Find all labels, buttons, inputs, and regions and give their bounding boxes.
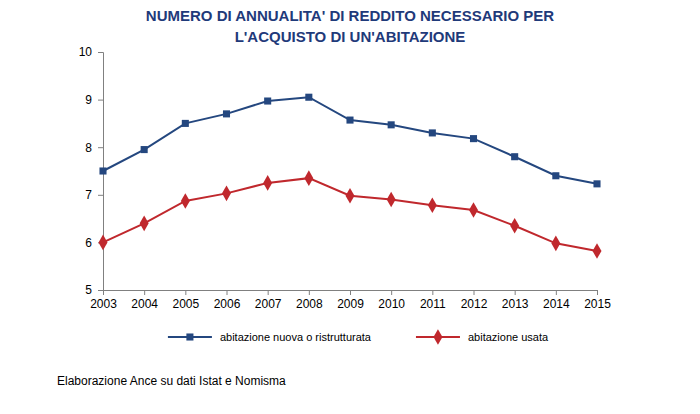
legend-key-marker bbox=[186, 333, 193, 340]
x-tick-mark bbox=[309, 290, 310, 295]
x-tick-mark bbox=[268, 290, 269, 295]
x-tick-label: 2011 bbox=[420, 297, 446, 311]
title: NUMERO DI ANNUALITA' DI REDDITO NECESSAR… bbox=[146, 7, 554, 24]
series-marker bbox=[428, 197, 437, 213]
series-marker bbox=[510, 218, 519, 234]
x-tick-mark bbox=[103, 290, 104, 295]
x-tick-mark bbox=[144, 290, 145, 295]
x-tick-label: 2003 bbox=[90, 297, 117, 311]
y-tick-label: 5 bbox=[85, 283, 92, 297]
x-tick-mark bbox=[556, 290, 557, 295]
x-tick-mark bbox=[515, 290, 516, 295]
y-tick: 9 bbox=[85, 93, 103, 107]
y-tick-label: 8 bbox=[85, 141, 92, 155]
series-marker bbox=[470, 135, 477, 142]
x-tick-mark bbox=[474, 290, 475, 295]
plot-area bbox=[99, 94, 602, 259]
x-tick-mark bbox=[391, 290, 392, 295]
y-tick-mark bbox=[98, 100, 103, 101]
series-marker bbox=[223, 110, 230, 117]
series-marker bbox=[99, 235, 108, 251]
series-marker bbox=[263, 175, 272, 191]
series-line bbox=[103, 97, 597, 184]
x-axis-line bbox=[104, 291, 598, 296]
y-tick-mark bbox=[98, 147, 103, 148]
y-tick-label: 7 bbox=[85, 188, 92, 202]
series-marker bbox=[593, 243, 602, 259]
y-tick-label: 6 bbox=[85, 236, 92, 250]
series-marker bbox=[552, 172, 559, 179]
series-marker bbox=[511, 153, 518, 160]
series-marker bbox=[429, 129, 436, 136]
x-tick-label: 2012 bbox=[461, 297, 488, 311]
series-marker bbox=[346, 188, 355, 204]
series-marker bbox=[141, 146, 148, 153]
source-note: Elaborazione Ance su dati Istat e Nomism… bbox=[57, 374, 286, 388]
series-marker bbox=[305, 94, 312, 101]
x-tick-mark bbox=[185, 290, 186, 295]
y-tick-mark bbox=[98, 52, 103, 53]
series-marker bbox=[387, 192, 396, 208]
y-tick: 7 bbox=[85, 188, 103, 202]
y-tick: 10 bbox=[79, 45, 103, 59]
x-tick-label: 2010 bbox=[378, 297, 405, 311]
series-marker bbox=[388, 121, 395, 128]
x-tick-label: 2014 bbox=[543, 297, 570, 311]
x-tick-mark bbox=[432, 290, 433, 295]
y-tick: 8 bbox=[85, 141, 103, 155]
series-marker bbox=[182, 120, 189, 127]
series-marker bbox=[140, 216, 149, 232]
x-tick-label: 2015 bbox=[584, 297, 611, 311]
x-tick: 2010 bbox=[378, 290, 405, 311]
x-tick: 2011 bbox=[420, 290, 446, 311]
x-tick-mark bbox=[227, 290, 228, 295]
series-marker bbox=[264, 97, 271, 104]
x-axis: 2003 2004 2005 2006 2007 2008 2009 2010 2011 2012… bbox=[90, 290, 611, 311]
legend-label: abitazione usata bbox=[468, 331, 549, 343]
series-marker bbox=[304, 170, 313, 186]
series-marker bbox=[222, 186, 231, 202]
x-tick: 2014 bbox=[543, 290, 570, 311]
x-tick: 2004 bbox=[131, 290, 158, 311]
x-tick-label: 2013 bbox=[502, 297, 529, 311]
series-marker bbox=[593, 180, 600, 187]
x-tick: 2012 bbox=[461, 290, 488, 311]
series-line bbox=[103, 178, 597, 251]
x-tick: 2005 bbox=[172, 290, 199, 311]
legend-key-marker bbox=[433, 329, 442, 345]
legend: abitazione nuova o ristrutturata abitazio… bbox=[168, 329, 549, 345]
x-tick-mark bbox=[597, 290, 598, 295]
x-tick-label: 2009 bbox=[337, 297, 364, 311]
legend-label: abitazione nuova o ristrutturata bbox=[220, 331, 372, 343]
title: L'ACQUISTO DI UN'ABITAZIONE bbox=[235, 28, 466, 45]
x-tick: 2003 bbox=[90, 290, 117, 311]
y-tick-label: 9 bbox=[85, 93, 92, 107]
y-tick-mark bbox=[98, 290, 103, 291]
y-tick: 5 bbox=[85, 283, 103, 297]
legend-item: abitazione nuova o ristrutturata bbox=[168, 331, 372, 343]
x-tick-label: 2005 bbox=[172, 297, 199, 311]
x-tick-label: 2008 bbox=[296, 297, 323, 311]
y-tick-mark bbox=[98, 195, 103, 196]
x-tick: 2015 bbox=[584, 290, 611, 311]
series-marker bbox=[181, 193, 190, 209]
chart: NUMERO DI ANNUALITA' DI REDDITO NECESSAR… bbox=[0, 0, 700, 414]
x-tick: 2008 bbox=[296, 290, 323, 311]
x-tick-label: 2004 bbox=[131, 297, 158, 311]
x-tick: 2013 bbox=[502, 290, 529, 311]
series-marker bbox=[346, 117, 353, 124]
x-tick: 2009 bbox=[337, 290, 364, 311]
y-tick-label: 10 bbox=[79, 45, 93, 59]
x-tick-label: 2006 bbox=[214, 297, 241, 311]
x-tick: 2006 bbox=[214, 290, 241, 311]
x-tick-mark bbox=[350, 290, 351, 295]
series-marker bbox=[469, 202, 478, 218]
x-tick-label: 2007 bbox=[255, 297, 282, 311]
series-marker bbox=[551, 236, 560, 252]
x-tick: 2007 bbox=[255, 290, 282, 311]
legend-item: abitazione usata bbox=[416, 329, 549, 345]
series-marker bbox=[99, 167, 106, 174]
